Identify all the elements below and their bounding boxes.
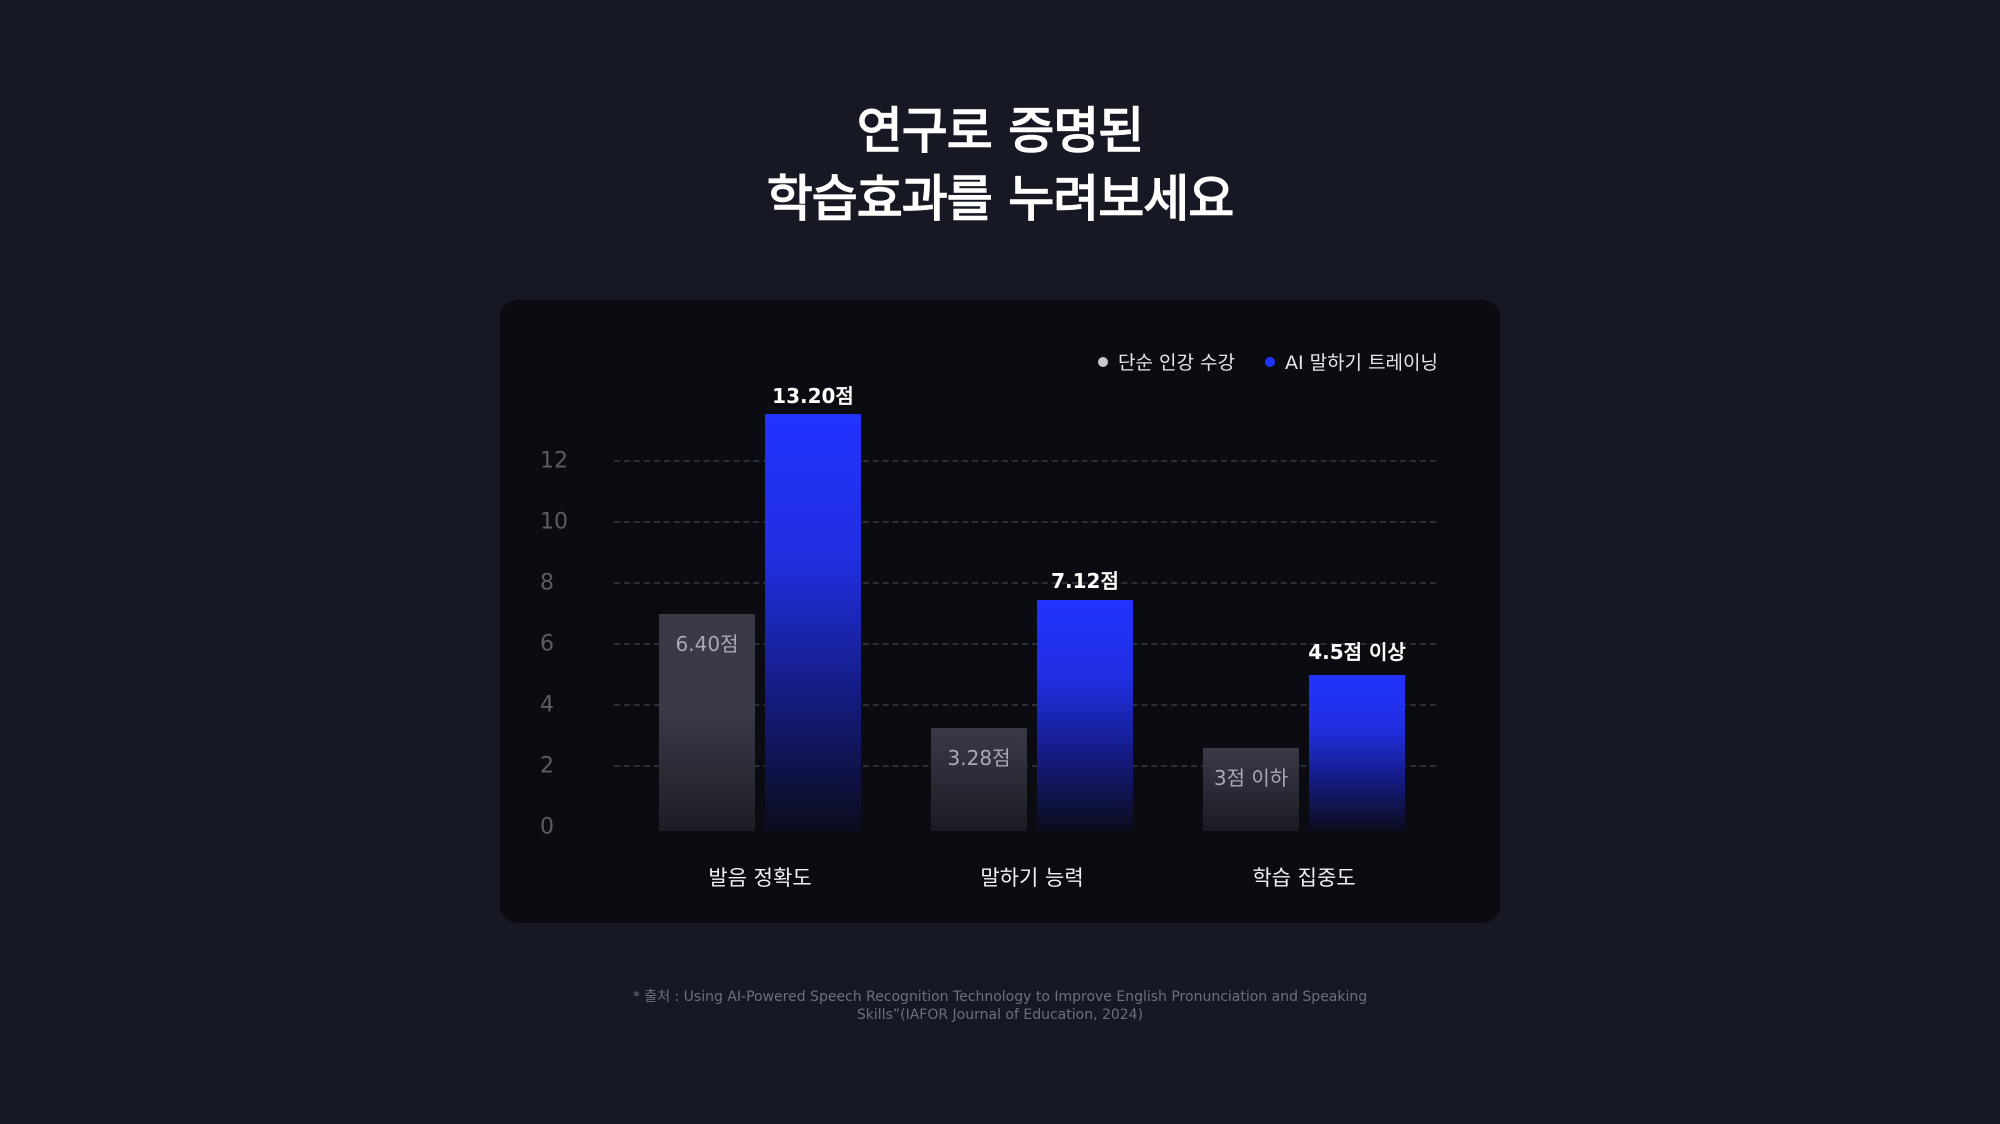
page-title: 연구로 증명된 학습효과를 누려보세요 [0, 97, 2000, 233]
bar-value-label: 3.28점 [947, 746, 1011, 770]
source-footnote: * 출처 : Using AI-Powered Speech Recogniti… [0, 988, 2000, 1024]
y-tick-label: 2 [540, 753, 554, 779]
bar-value-label: 4.5점 이상 [1308, 640, 1406, 664]
legend-label-ai: AI 말하기 트레이닝 [1284, 352, 1438, 374]
legend-item-baseline: 단순 인강 수강 [1097, 348, 1235, 375]
bar-ai-pronunciation [765, 414, 861, 831]
gridline-12 [614, 460, 1436, 462]
legend-item-ai: AI 말하기 트레이닝 [1264, 348, 1438, 375]
category-label: 발음 정확도 [708, 866, 812, 890]
bar-baseline-focus: 3점 이하 [1203, 748, 1299, 831]
gridline-10 [614, 521, 1436, 523]
y-tick-label: 0 [540, 814, 554, 840]
category-label: 말하기 능력 [980, 866, 1084, 890]
y-tick-label: 12 [540, 448, 568, 474]
gridline-6 [614, 643, 1436, 645]
category-label: 학습 집중도 [1252, 866, 1356, 890]
y-tick-label: 8 [540, 570, 554, 596]
bar-baseline-pronunciation: 6.40점 [659, 614, 755, 831]
footnote-line-2: Skills”(IAFOR Journal of Education, 2024… [856, 1007, 1144, 1023]
dot-icon [1264, 356, 1275, 367]
chart-card: 단순 인강 수강 AI 말하기 트레이닝 12 10 8 6 4 2 0 6.4… [500, 300, 1500, 923]
dot-icon [1097, 356, 1108, 367]
gridline-8 [614, 582, 1436, 584]
bar-baseline-speaking: 3.28점 [931, 728, 1027, 831]
y-tick-label: 4 [540, 692, 554, 718]
y-tick-label: 6 [540, 631, 554, 657]
title-line-1: 연구로 증명된 [856, 102, 1144, 160]
bar-value-label: 3점 이하 [1213, 766, 1289, 790]
legend-label-baseline: 단순 인강 수강 [1117, 352, 1235, 374]
bar-value-label: 6.40점 [675, 632, 739, 656]
bar-value-label: 13.20점 [772, 384, 854, 408]
chart-legend: 단순 인강 수강 AI 말하기 트레이닝 [1097, 348, 1438, 375]
bar-ai-speaking [1037, 600, 1133, 831]
y-tick-label: 10 [540, 509, 568, 535]
title-line-2: 학습효과를 누려보세요 [766, 170, 1234, 228]
bar-value-label: 7.12점 [1051, 569, 1119, 593]
footnote-line-1: * 출처 : Using AI-Powered Speech Recogniti… [632, 989, 1368, 1005]
bar-ai-focus [1309, 675, 1405, 831]
gridline-4 [614, 704, 1436, 706]
